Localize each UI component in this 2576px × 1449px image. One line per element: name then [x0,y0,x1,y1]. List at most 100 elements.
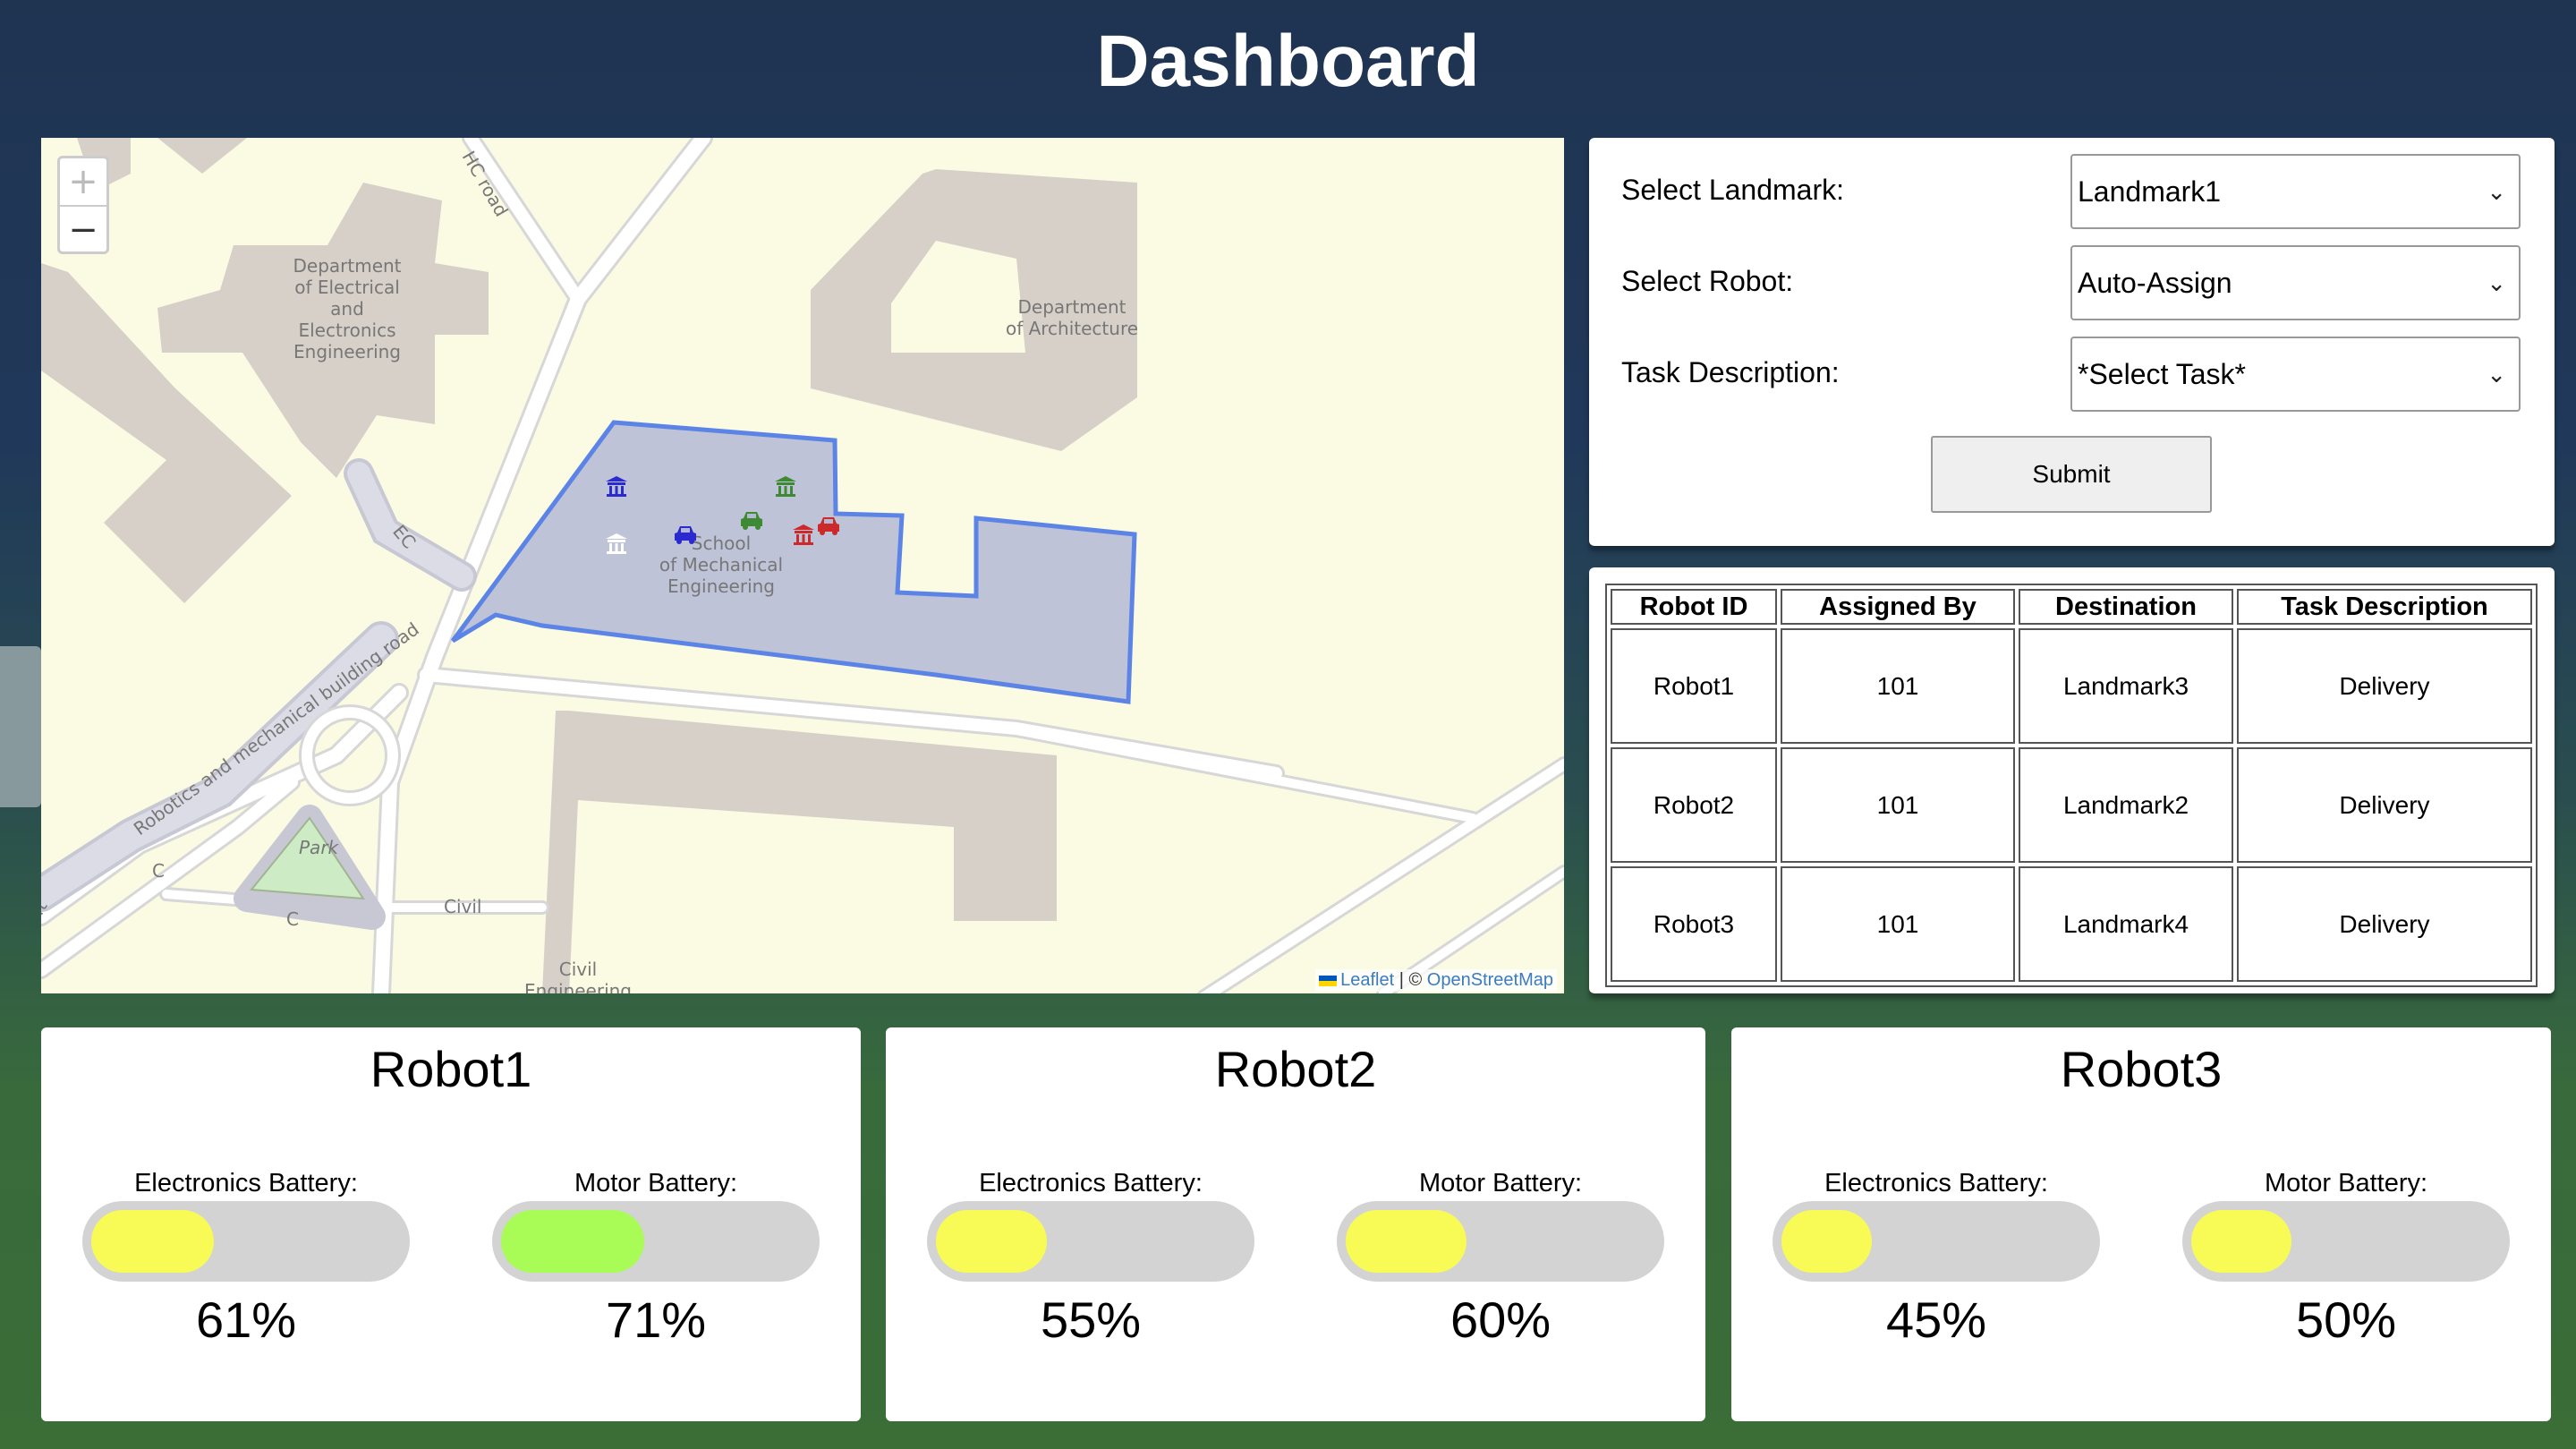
svg-text:of Architecture: of Architecture [1006,318,1138,339]
gauge-label: Electronics Battery: [1824,1169,2048,1198]
zoom-in-button[interactable]: + [60,158,106,207]
gauge-track [1773,1201,2100,1282]
gauge-fill [1781,1210,1872,1273]
cell-assigned-by: 101 [1781,866,2015,982]
gauge-track [82,1201,410,1282]
robot-marker-green[interactable] [741,512,762,530]
gauge-fill [2191,1210,2291,1273]
cell-robot-id: Robot2 [1611,747,1777,863]
svg-text:and: and [330,298,364,320]
robot-select[interactable]: Auto-Assign ⌄ [2070,245,2521,320]
gauge-label: Motor Battery: [1418,1169,1583,1198]
gauge-value: 50% [2295,1291,2397,1348]
gauge-value: 71% [605,1291,707,1348]
label-civil-engineering-2: Engineering [524,980,632,993]
school-zone-polygon[interactable] [450,420,1137,704]
electronics-battery-gauge: Electronics Battery: 45% [1773,1169,2100,1349]
gauge-label: Electronics Battery: [979,1169,1203,1198]
task-form-panel: Select Landmark: Landmark1 ⌄ Select Robo… [1589,138,2555,546]
map-attribution: Leaflet | © OpenStreetMap [1315,969,1557,992]
chevron-down-icon: ⌄ [2487,269,2506,296]
landmark-select-value: Landmark1 [2078,175,2222,208]
robot-marker-red[interactable] [818,517,839,535]
gauge-value: 55% [1040,1291,1142,1348]
svg-text:Electronics: Electronics [298,320,395,341]
robot-marker-blue[interactable] [675,526,696,544]
electronics-battery-gauge: Electronics Battery: 55% [927,1169,1254,1349]
robot-name: Robot3 [2060,1041,2223,1097]
label-civil-road: Civil [444,896,481,917]
cell-assigned-by: 101 [1781,747,2015,863]
svg-text:Department: Department [293,255,401,277]
gauge-track [1337,1201,1664,1282]
map-view[interactable]: Department of Electrical and Electronics… [41,138,1564,993]
gauge-label: Motor Battery: [2264,1169,2428,1198]
cell-destination: Landmark2 [2019,747,2233,863]
building [41,138,247,174]
gauge-fill [1346,1210,1467,1273]
gauge-fill [936,1210,1047,1273]
robot-select-value: Auto-Assign [2078,267,2232,299]
col-task-description: Task Description [2237,589,2532,625]
robot-name: Robot2 [1214,1041,1377,1097]
cell-robot-id: Robot3 [1611,866,1777,982]
landmark-select[interactable]: Landmark1 ⌄ [2070,154,2521,229]
task-select[interactable]: *Select Task* ⌄ [2070,337,2521,412]
label-park: Park [299,837,340,858]
tasks-table-panel: Robot ID Assigned By Destination Task De… [1589,567,2555,993]
motor-battery-gauge: Motor Battery: 50% [2182,1169,2510,1349]
landmark-marker-white[interactable] [606,533,627,554]
cell-task-description: Delivery [2237,628,2532,744]
cell-assigned-by: 101 [1781,628,2015,744]
gauge-fill [501,1210,644,1273]
ukraine-flag-icon [1319,975,1338,986]
zoom-control: + − [57,156,109,254]
svg-text:Engineering: Engineering [293,341,401,362]
park-area [250,816,365,900]
label-civil-engineering-1: Civil [559,959,597,980]
label-dept-architecture: Department of Architecture [1006,296,1138,339]
task-label: Task Description: [1621,356,1840,388]
robot-name: Robot1 [370,1041,532,1097]
robot-card-3: Robot3 Electronics Battery: 45% Motor Ba… [1731,1027,2551,1421]
gauge-fill [91,1210,214,1273]
col-robot-id: Robot ID [1611,589,1777,625]
leaflet-link[interactable]: Leaflet [1340,970,1395,990]
label-school-mech: School of Mechanical Engineering [659,533,783,597]
robot-card-1: Robot1 Electronics Battery: 61% Motor Ba… [41,1027,861,1421]
label-road-c2: C [286,908,299,930]
motor-battery-gauge: Motor Battery: 71% [492,1169,820,1349]
table-row: Robot3 101 Landmark4 Delivery [1611,866,2532,982]
table-row: Robot2 101 Landmark2 Delivery [1611,747,2532,863]
task-select-value: *Select Task* [2078,358,2246,390]
building-eee [157,183,489,478]
cell-task-description: Delivery [2237,866,2532,982]
attribution-separator: | © [1399,970,1423,990]
table-header-row: Robot ID Assigned By Destination Task De… [1611,589,2532,625]
gauge-value: 60% [1450,1291,1552,1348]
page-title: Dashboard [1096,21,1480,102]
landmark-marker-blue[interactable] [606,476,627,497]
robot-card-2: Robot2 Electronics Battery: 55% Motor Ba… [886,1027,1705,1421]
side-strip [0,646,41,807]
gauge-track [492,1201,820,1282]
building [41,263,292,603]
map-canvas[interactable]: Department of Electrical and Electronics… [41,138,1564,993]
landmark-marker-red[interactable] [793,524,814,545]
table-row: Robot1 101 Landmark3 Delivery [1611,628,2532,744]
label-dept-eee: Department of Electrical and Electronics… [293,255,401,362]
svg-text:Department: Department [1017,296,1126,318]
courtyard [891,241,1025,353]
cell-task-description: Delivery [2237,747,2532,863]
motor-battery-gauge: Motor Battery: 60% [1337,1169,1664,1349]
zoom-out-button[interactable]: − [68,209,98,251]
openstreetmap-link[interactable]: OpenStreetMap [1426,970,1553,990]
building-civil [542,711,1057,993]
landmark-marker-green[interactable] [775,476,796,497]
gauge-label: Electronics Battery: [134,1169,358,1198]
gauge-value: 45% [1885,1291,1987,1348]
tasks-table: Robot ID Assigned By Destination Task De… [1605,584,2538,987]
landmark-label: Select Landmark: [1621,174,1845,206]
submit-button[interactable]: Submit [1931,436,2212,513]
robot-label: Select Robot: [1621,265,1794,297]
